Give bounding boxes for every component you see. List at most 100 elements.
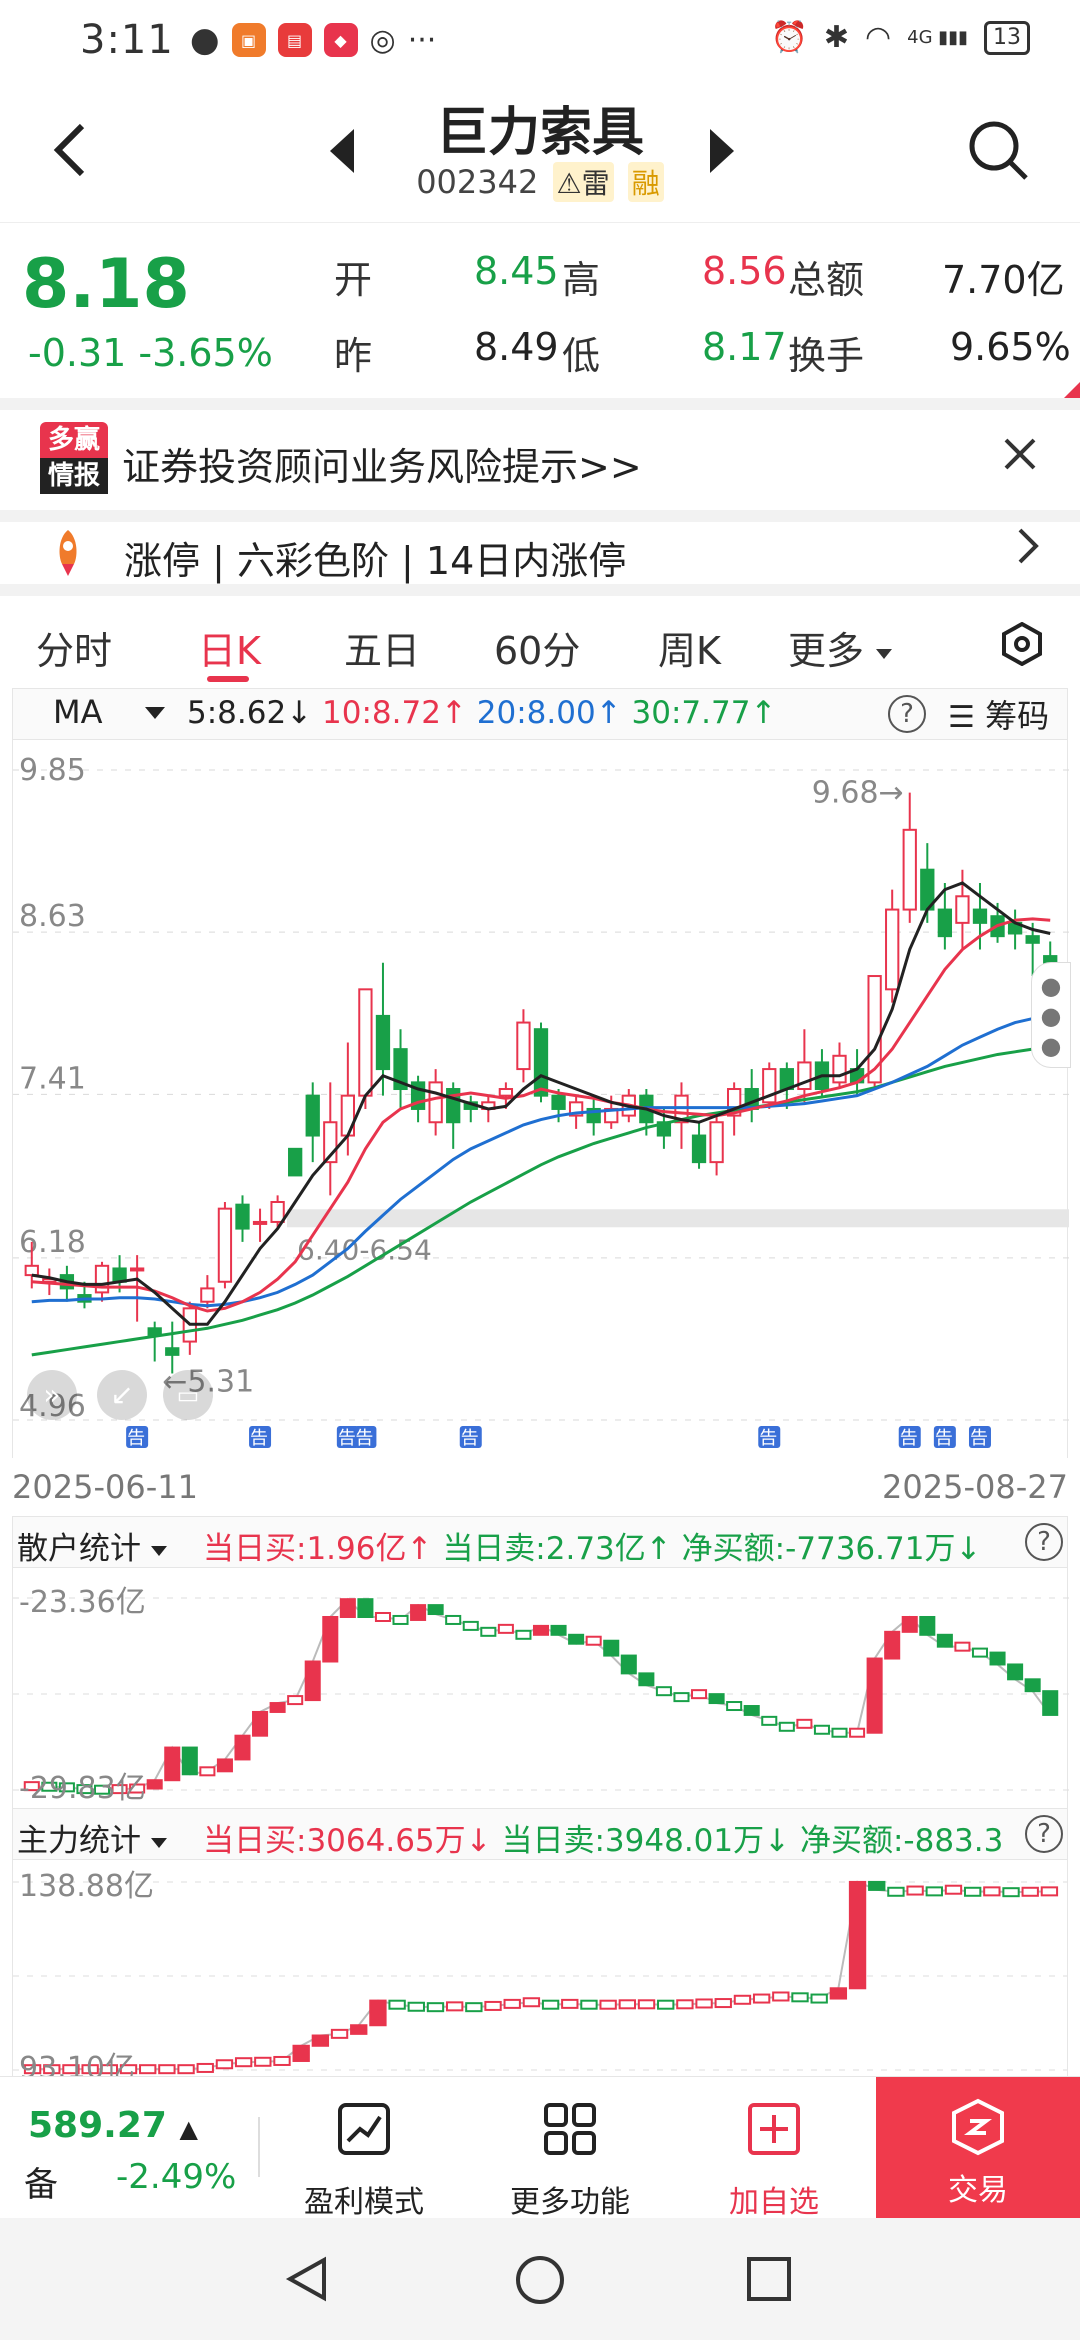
previous-stock-button[interactable] [330, 125, 370, 175]
stat-bar [971, 1647, 989, 1658]
add-watchlist-button[interactable]: 加自选 [684, 2101, 864, 2221]
status-bar: 3:11 ● ▣ ▤ ◆ ◎ ··· ⏰ ✱ ◠ 4G ▮▮▮ 13 [0, 0, 1080, 80]
candlestick-chart[interactable]: 9.85 8.63 7.41 6.18 4.96 6.40-6.54 9.68→ ←5.31 告… [12, 740, 1071, 1458]
mainforce-stats-svg: 138.88亿 93.10亿 [13, 1869, 1067, 2076]
announcement-marker: 告 [970, 1428, 988, 1449]
candle-body [902, 828, 917, 911]
help-icon[interactable]: ? [888, 695, 926, 733]
notice-text: 证券投资顾问业务风险提示>> [122, 445, 642, 489]
stat-bar [181, 1746, 198, 1776]
stat-bar [568, 1633, 585, 1645]
stat-bar [62, 2064, 80, 2075]
stat-bar [550, 1624, 567, 1636]
mainforce-stats-header: 主力统计 当日买:3064.65万↓ 当日卖:3948.01万↓ 净买额:-88… [12, 1808, 1068, 1860]
grid-icon [544, 2103, 596, 2155]
back-button[interactable] [50, 120, 110, 180]
signal-icon: 4G ▮▮▮ [907, 27, 968, 48]
tab-intraday[interactable]: 分时 [36, 629, 113, 673]
announcement-marker-bg [249, 1426, 272, 1448]
mainforce-sell: 当日卖:3948.01万↓ [501, 1823, 791, 1859]
mainforce-net: 净买额:-883.3 [799, 1823, 1004, 1859]
help-icon[interactable]: ? [1025, 1523, 1063, 1561]
caret-down-icon [150, 1545, 167, 1556]
stat-bar [796, 1718, 813, 1729]
retail-buy: 当日买:1.96亿↑ [203, 1531, 433, 1567]
retail-stats-chart[interactable]: -23.36亿 -29.83亿 [12, 1568, 1069, 1808]
stat-bar [146, 1779, 163, 1790]
more-functions-button[interactable]: 更多功能 [480, 2101, 660, 2221]
tab-daily-k[interactable]: 日K [198, 629, 261, 673]
stat-bar [304, 1660, 321, 1702]
duoying-logo: 多赢 情报 [40, 422, 108, 496]
close-button[interactable] [1000, 430, 1040, 486]
trade-button[interactable]: 交易 [876, 2077, 1080, 2219]
chart-settings-button[interactable] [1000, 621, 1044, 667]
risk-notice-banner[interactable]: 多赢 情报 证券投资顾问业务风险提示>> [0, 410, 1080, 510]
stat-bar [655, 1686, 672, 1697]
search-button[interactable] [966, 118, 1030, 182]
stat-bar [76, 1784, 93, 1795]
y-min-label: -29.83亿 [19, 1771, 146, 1806]
prev-close-label: 昨 [334, 334, 373, 378]
stat-bar [752, 1993, 771, 2004]
stat-bar [374, 1611, 391, 1622]
chevron-right-icon[interactable] [1016, 526, 1040, 577]
tab-more[interactable]: 更多 [788, 620, 893, 675]
candle-body [393, 1048, 408, 1091]
stat-bar [392, 1614, 409, 1625]
help-icon[interactable]: ? [1025, 1815, 1063, 1853]
image-button[interactable]: ▭ [163, 1370, 213, 1420]
stat-bar [532, 1624, 550, 1636]
candle-body [691, 1134, 707, 1164]
profit-model-button[interactable]: 盈利模式 [274, 2101, 454, 2221]
next-stock-button[interactable] [710, 125, 750, 175]
mainforce-stats-chart[interactable]: 138.88亿 93.10亿 [12, 1860, 1068, 2076]
back-arrow-button[interactable]: ↙ [97, 1370, 147, 1420]
candle-body [533, 1028, 549, 1097]
nav-recents-icon[interactable] [746, 2256, 792, 2302]
expand-button[interactable]: » [27, 1370, 77, 1420]
stat-bar [410, 1604, 427, 1621]
stat-bar [515, 1629, 532, 1640]
mainforce-stats-values: 当日买:3064.65万↓ 当日卖:3948.01万↓ 净买额:-883.3 [203, 1815, 1004, 1859]
candle-body [252, 1220, 268, 1225]
divider [258, 2117, 260, 2177]
stat-bar [129, 1783, 146, 1794]
mainforce-stats-select[interactable]: 主力统计 [17, 1815, 167, 1859]
stat-bar [23, 1781, 40, 1792]
margin-tag[interactable]: 融 [627, 162, 664, 202]
tab-weekly-k[interactable]: 周K [658, 629, 721, 673]
retail-net: 净买额:-7736.71万↓ [681, 1531, 982, 1567]
nav-back-icon[interactable] [282, 2254, 332, 2304]
chip-distribution-button[interactable]: ☰ 筹码 [948, 697, 1050, 735]
candlestick-svg: 9.858.637.416.184.966.40-6.549.68→←5.31告… [13, 753, 1069, 1449]
stat-bar [269, 1702, 286, 1713]
high-annotation: 9.68→ [812, 776, 904, 811]
stat-bar [676, 1999, 694, 2010]
stat-bar [484, 2000, 502, 2011]
wechat-icon: ◎ [369, 22, 396, 58]
ma20-line [31, 1014, 1051, 1308]
stat-bar [480, 1626, 497, 1637]
announcement-marker-bg [758, 1426, 781, 1448]
announcement-marker-bg [898, 1426, 921, 1448]
retail-stats-select[interactable]: 散户统计 [17, 1523, 167, 1567]
stat-bar [620, 1654, 637, 1675]
stat-bar [330, 2028, 349, 2039]
stat-bar [541, 1999, 560, 2010]
candle-body [235, 1203, 250, 1230]
tab-five-day[interactable]: 五日 [344, 629, 421, 673]
candle-body [972, 908, 988, 924]
caret-down-icon[interactable] [145, 707, 165, 719]
nav-home-icon[interactable] [514, 2254, 566, 2306]
indicator-select[interactable]: MA [53, 693, 103, 731]
ma5-value: 5:8.62↓ [187, 695, 313, 731]
risk-tag[interactable]: ⚠雷 [552, 162, 614, 202]
side-menu-button[interactable]: ● ● ● [1031, 962, 1071, 1068]
announcement-marker-bg [126, 1426, 149, 1448]
tab-60min[interactable]: 60分 [494, 629, 581, 673]
stat-bar [691, 1689, 708, 1700]
feature-tagline[interactable]: 涨停 | 六彩色阶 | 14日内涨停 [0, 522, 1080, 584]
stat-bar [743, 1705, 760, 1716]
stat-bar [93, 1784, 111, 1795]
